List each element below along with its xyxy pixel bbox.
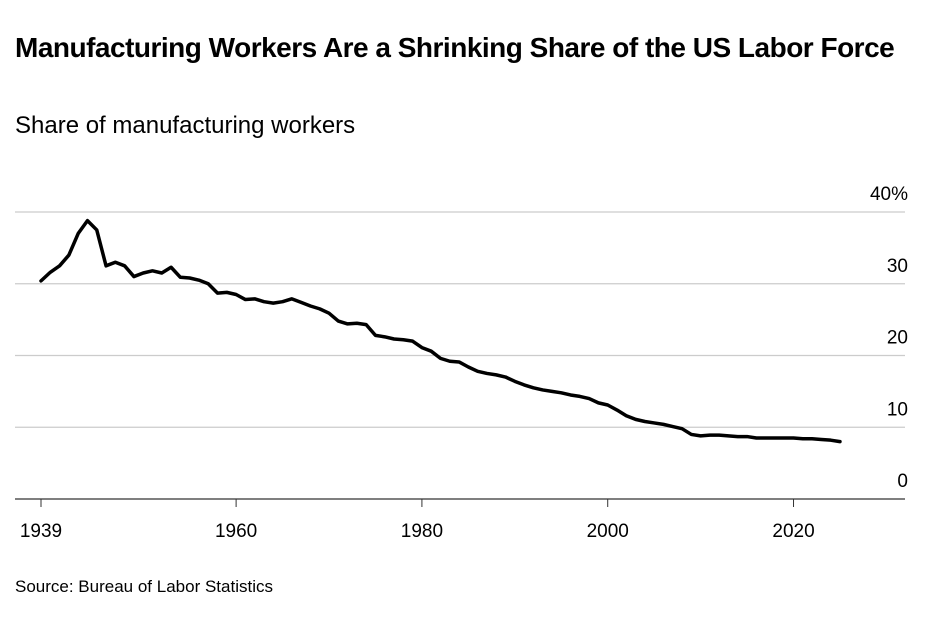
data-line [39, 218, 842, 444]
x-tick-label: 1960 [215, 521, 257, 542]
x-tick-label: 1980 [401, 521, 443, 542]
y-tick-label: 40% [870, 184, 908, 205]
chart-title: Manufacturing Workers Are a Shrinking Sh… [15, 32, 895, 63]
y-tick-label: 20 [887, 328, 908, 349]
y-tick-label: 30 [887, 256, 908, 277]
x-tick-label: 2020 [772, 521, 814, 542]
chart-source: Source: Bureau of Labor Statistics [15, 577, 273, 596]
x-tick-label: 1939 [20, 521, 62, 542]
x-tick-label: 2000 [587, 521, 629, 542]
y-tick-label: 0 [897, 471, 908, 492]
chart-subtitle: Share of manufacturing workers [15, 112, 356, 139]
y-tick-label: 10 [887, 399, 908, 420]
